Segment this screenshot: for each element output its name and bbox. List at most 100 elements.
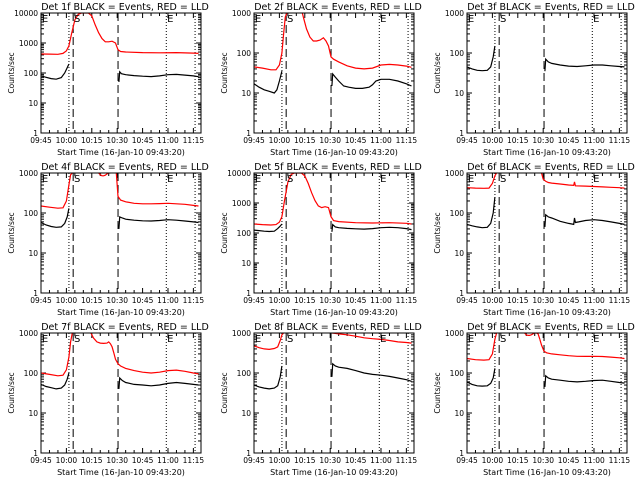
series-group <box>254 333 412 390</box>
x-tick-label: 10:15 <box>294 296 316 305</box>
series-line-events <box>331 72 412 90</box>
chart-panel-3: Det 3f BLACK = Events, RED = LLD Counts/s… <box>426 0 639 160</box>
chart-title: Det 9f BLACK = Events, RED = LLD <box>467 322 635 333</box>
x-tick-label: 11:15 <box>396 456 418 465</box>
x-tick-label: 09:45 <box>243 136 265 145</box>
y-tick-label: 1 <box>246 129 251 138</box>
y-tick-label: 10 <box>454 249 464 258</box>
x-tick-label: 10:15 <box>507 456 529 465</box>
x-tick-label: 09:45 <box>30 136 52 145</box>
x-axis-label: Start Time (16-Jan-10 09:43:20) <box>483 468 611 477</box>
y-tick-label: 10000 <box>227 169 251 178</box>
y-tick-label: 1000 <box>445 169 464 178</box>
series-line-lld <box>254 333 285 351</box>
y-tick-label: 10 <box>241 409 251 418</box>
x-tick-label: 10:45 <box>558 296 580 305</box>
series-group <box>41 173 199 229</box>
y-tick-label: 1000 <box>19 169 38 178</box>
series-line-lld <box>41 13 199 55</box>
event-marker-s: S <box>287 174 293 185</box>
x-tick-label: 10:30 <box>106 136 128 145</box>
x-tick-label: 10:30 <box>106 456 128 465</box>
event-marker-e: E <box>593 174 599 185</box>
series-line-lld <box>467 173 498 189</box>
series-line-lld <box>90 333 199 375</box>
series-line-events <box>544 213 625 227</box>
x-axis-label: Start Time (16-Jan-10 09:43:20) <box>483 148 611 157</box>
chart-svg: Det 8f BLACK = Events, RED = LLD Counts/s… <box>220 322 422 477</box>
series-group <box>254 13 412 94</box>
x-tick-label: 11:15 <box>609 136 631 145</box>
x-tick-label: 11:15 <box>183 136 205 145</box>
x-tick-label: 10:00 <box>269 296 291 305</box>
x-tick-label: 10:15 <box>81 136 103 145</box>
series-line-events <box>331 362 412 382</box>
event-marker-e: E <box>468 14 474 25</box>
plot-frame <box>253 12 415 134</box>
series-line-events <box>41 372 70 390</box>
series-line-lld <box>467 333 498 361</box>
series-line-events <box>41 63 70 80</box>
series-line-events <box>331 223 412 232</box>
plot-frame <box>40 12 202 134</box>
y-tick-label: 1 <box>459 289 464 298</box>
series-line-events <box>467 45 496 72</box>
y-tick-label: 10 <box>28 249 38 258</box>
event-marker-s: S <box>74 334 80 345</box>
x-tick-label: 09:45 <box>30 456 52 465</box>
chart-title: Det 6f BLACK = Events, RED = LLD <box>467 162 635 173</box>
y-axis-label: Counts/sec <box>433 372 442 413</box>
x-tick-label: 09:45 <box>456 136 478 145</box>
event-marker-e: E <box>468 334 474 345</box>
x-axis-label: Start Time (16-Jan-10 09:43:20) <box>57 468 185 477</box>
chart-svg: Det 2f BLACK = Events, RED = LLD Counts/s… <box>220 2 422 157</box>
y-tick-label: 100 <box>450 209 465 218</box>
x-tick-label: 10:30 <box>106 296 128 305</box>
x-tick-label: 10:00 <box>56 296 78 305</box>
y-tick-label: 1 <box>33 289 38 298</box>
event-marker-s: S <box>287 14 293 25</box>
plot-frame <box>40 332 202 454</box>
x-tick-label: 10:00 <box>56 456 78 465</box>
chart-title: Det 2f BLACK = Events, RED = LLD <box>254 2 422 13</box>
event-marker-e: E <box>593 14 599 25</box>
x-axis-label: Start Time (16-Jan-10 09:43:20) <box>270 308 398 317</box>
y-tick-label: 100 <box>450 49 465 58</box>
y-tick-label: 1 <box>33 449 38 458</box>
y-tick-label: 10 <box>454 409 464 418</box>
event-marker-e: E <box>380 174 386 185</box>
series-line-events <box>118 70 199 83</box>
x-tick-label: 10:00 <box>482 456 504 465</box>
x-tick-label: 11:15 <box>183 456 205 465</box>
x-tick-label: 10:30 <box>319 136 341 145</box>
x-tick-label: 11:00 <box>370 296 392 305</box>
x-tick-label: 11:00 <box>157 456 179 465</box>
y-axis-label: Counts/sec <box>7 52 16 93</box>
chart-panel-9: Det 9f BLACK = Events, RED = LLD Counts/s… <box>426 320 639 480</box>
event-marker-e: E <box>380 334 386 345</box>
series-line-lld <box>524 333 541 340</box>
x-tick-label: 10:45 <box>132 136 154 145</box>
series-line-lld <box>331 333 412 344</box>
x-tick-label: 11:00 <box>583 296 605 305</box>
event-marker-e: E <box>42 174 48 185</box>
series-line-lld <box>254 173 412 226</box>
chart-title: Det 7f BLACK = Events, RED = LLD <box>41 322 209 333</box>
x-tick-label: 10:00 <box>482 296 504 305</box>
x-axis-label: Start Time (16-Jan-10 09:43:20) <box>270 148 398 157</box>
series-line-lld <box>301 13 412 70</box>
y-tick-label: 1 <box>246 449 251 458</box>
series-line-lld <box>41 333 73 377</box>
y-tick-label: 1000 <box>232 9 251 18</box>
x-tick-label: 09:45 <box>456 456 478 465</box>
chart-title: Det 4f BLACK = Events, RED = LLD <box>41 162 209 173</box>
x-tick-label: 11:15 <box>183 296 205 305</box>
chart-title: Det 1f BLACK = Events, RED = LLD <box>41 2 209 13</box>
x-tick-label: 10:30 <box>532 456 554 465</box>
x-axis-label: Start Time (16-Jan-10 09:43:20) <box>270 468 398 477</box>
chart-title: Det 3f BLACK = Events, RED = LLD <box>467 2 635 13</box>
chart-panel-5: Det 5f BLACK = Events, RED = LLD Counts/s… <box>213 160 426 320</box>
chart-title: Det 8f BLACK = Events, RED = LLD <box>254 322 422 333</box>
event-marker-e: E <box>468 174 474 185</box>
